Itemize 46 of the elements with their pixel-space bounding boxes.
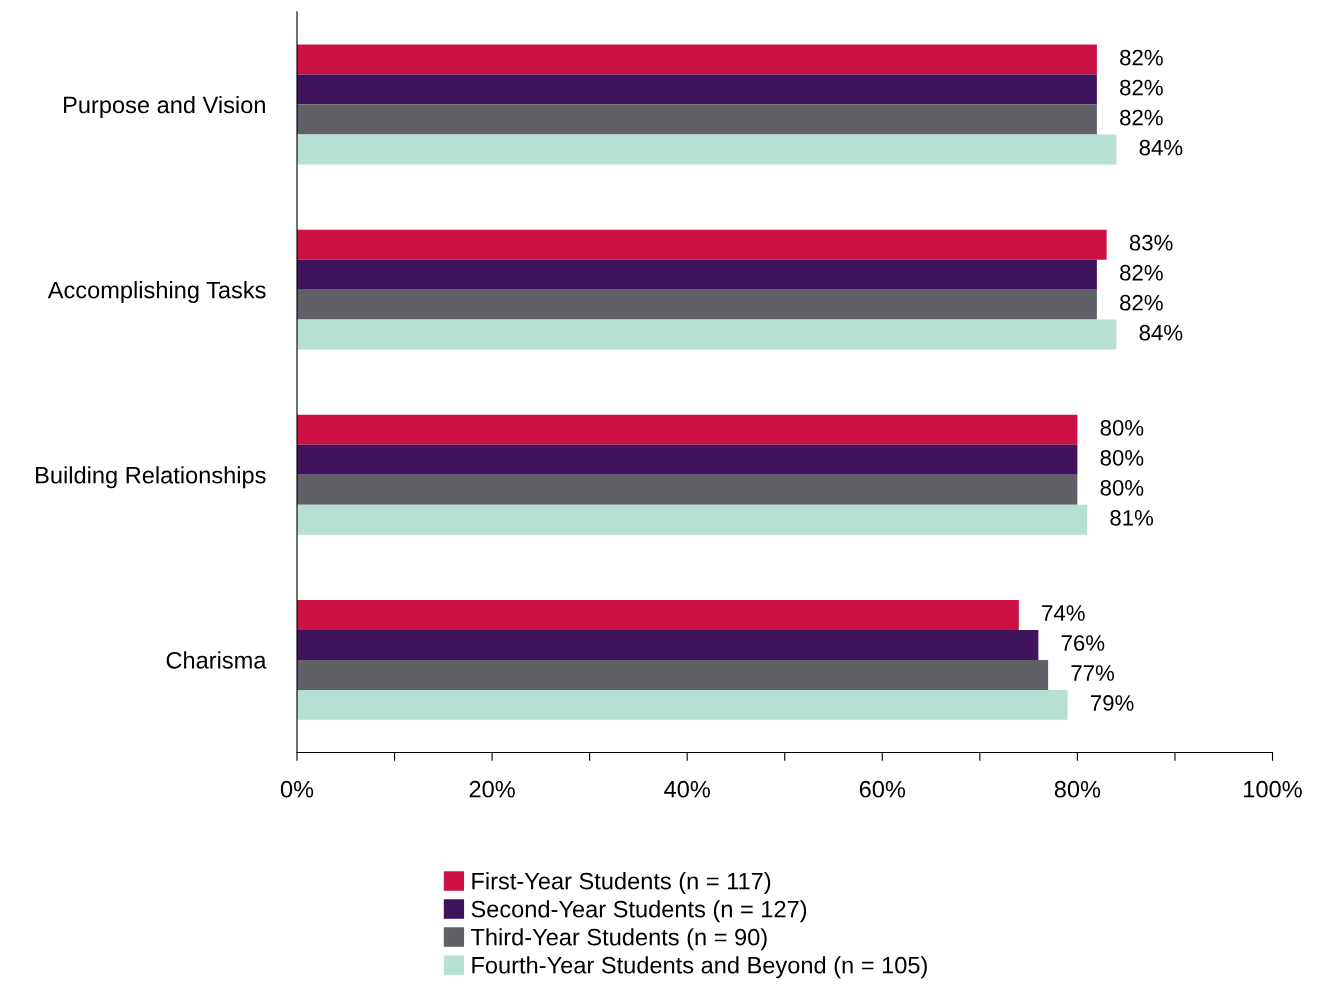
data-label: 82% bbox=[1120, 79, 1163, 96]
data-label: 76% bbox=[1061, 635, 1105, 651]
data-label: 80% bbox=[1100, 420, 1144, 436]
x-tick-label: 40% bbox=[664, 780, 710, 798]
bar bbox=[297, 444, 1078, 475]
y-tick-label: Building Relationships bbox=[36, 466, 266, 489]
bar bbox=[297, 229, 1107, 260]
x-tick-label: 0% bbox=[280, 780, 314, 798]
bar bbox=[297, 289, 1097, 320]
bar bbox=[297, 659, 1049, 690]
y-tick-label: Purpose and Vision bbox=[64, 95, 265, 118]
x-tick-label: 80% bbox=[1054, 780, 1101, 798]
data-label: 82% bbox=[1120, 49, 1163, 66]
legend-label: Fourth-Year Students and Beyond (n = 105) bbox=[472, 956, 927, 979]
bar bbox=[297, 319, 1117, 350]
bar bbox=[297, 599, 1019, 630]
data-label: 83% bbox=[1129, 234, 1173, 251]
data-label: 79% bbox=[1090, 695, 1134, 711]
legend-label: First-Year Students (n = 117) bbox=[472, 872, 771, 895]
data-label: 80% bbox=[1100, 449, 1144, 466]
data-label: 77% bbox=[1071, 665, 1115, 681]
data-label: 82% bbox=[1120, 109, 1163, 126]
bar bbox=[297, 414, 1078, 445]
data-label: 74% bbox=[1042, 605, 1085, 621]
x-tick-label: 60% bbox=[859, 780, 906, 798]
data-label: 84% bbox=[1139, 139, 1183, 156]
bar bbox=[297, 134, 1117, 165]
bar bbox=[297, 74, 1097, 105]
x-tick-label: 20% bbox=[469, 780, 515, 798]
y-tick-label: Accomplishing Tasks bbox=[47, 281, 266, 304]
data-label: 82% bbox=[1120, 264, 1163, 281]
data-label: 80% bbox=[1100, 479, 1144, 496]
legend-label: Second-Year Students (n = 127) bbox=[471, 900, 807, 923]
data-label: 84% bbox=[1139, 324, 1183, 341]
bar bbox=[297, 474, 1078, 505]
bar bbox=[297, 629, 1039, 660]
bar bbox=[297, 104, 1097, 135]
bar bbox=[297, 504, 1088, 535]
data-label: 82% bbox=[1120, 294, 1163, 311]
bar bbox=[297, 689, 1068, 720]
legend-label: Third-Year Students (n = 90) bbox=[470, 928, 767, 951]
bar bbox=[297, 259, 1097, 290]
y-tick-label: Charisma bbox=[166, 651, 267, 669]
x-tick-label: 100% bbox=[1244, 780, 1302, 798]
bar bbox=[297, 44, 1097, 75]
data-label: 81% bbox=[1110, 509, 1154, 526]
